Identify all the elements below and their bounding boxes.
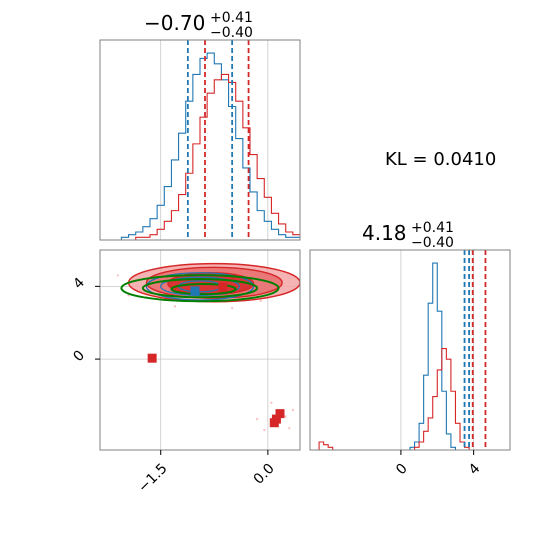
title-param-1: 4.18 +0.41 −0.40 [362,220,454,251]
faint-sample-point [270,401,273,404]
faint-sample-point [116,274,119,277]
panel-frame [309,249,511,451]
kl-label: KL = 0.0410 [385,149,496,170]
marker-red [275,409,285,419]
panel-frame [99,39,301,241]
marker-red [269,418,279,428]
faint-sample-point [291,408,294,412]
histogram-step-blue [100,52,300,241]
contour-green [170,283,237,296]
contour-blue [145,272,255,301]
faint-sample-point [284,415,287,418]
faint-sample-point [173,305,177,308]
title-param-0-plus: +0.41 [210,10,253,26]
marker-blue [190,286,200,296]
joint-panel-content [100,250,300,450]
marker-red [147,353,157,363]
marker-red [218,282,228,292]
faint-sample-point [263,428,266,432]
faint-sample-point [288,427,291,430]
panel-frame [99,249,301,451]
title-param-1-minus: −0.40 [411,235,454,251]
joint-panel-param-0-vs-param-1: −1.5 0.004 [70,249,301,496]
contour-green [141,278,259,299]
title-param-0-minus: −0.40 [210,25,253,41]
title-param-1-main: 4.18 [362,221,407,245]
title-param-0: −0.70 +0.41 −0.40 [144,10,253,41]
contour-green [120,274,280,303]
faint-sample-point [256,417,259,421]
contour-blue [160,276,240,297]
faint-sample-point [231,307,234,310]
faint-sample-point [259,299,262,303]
title-param-0-main: −0.70 [144,11,205,35]
title-param-1-plus: +0.41 [411,220,454,236]
histogram-step-red [100,73,300,241]
histogram-param-0 [99,39,301,241]
